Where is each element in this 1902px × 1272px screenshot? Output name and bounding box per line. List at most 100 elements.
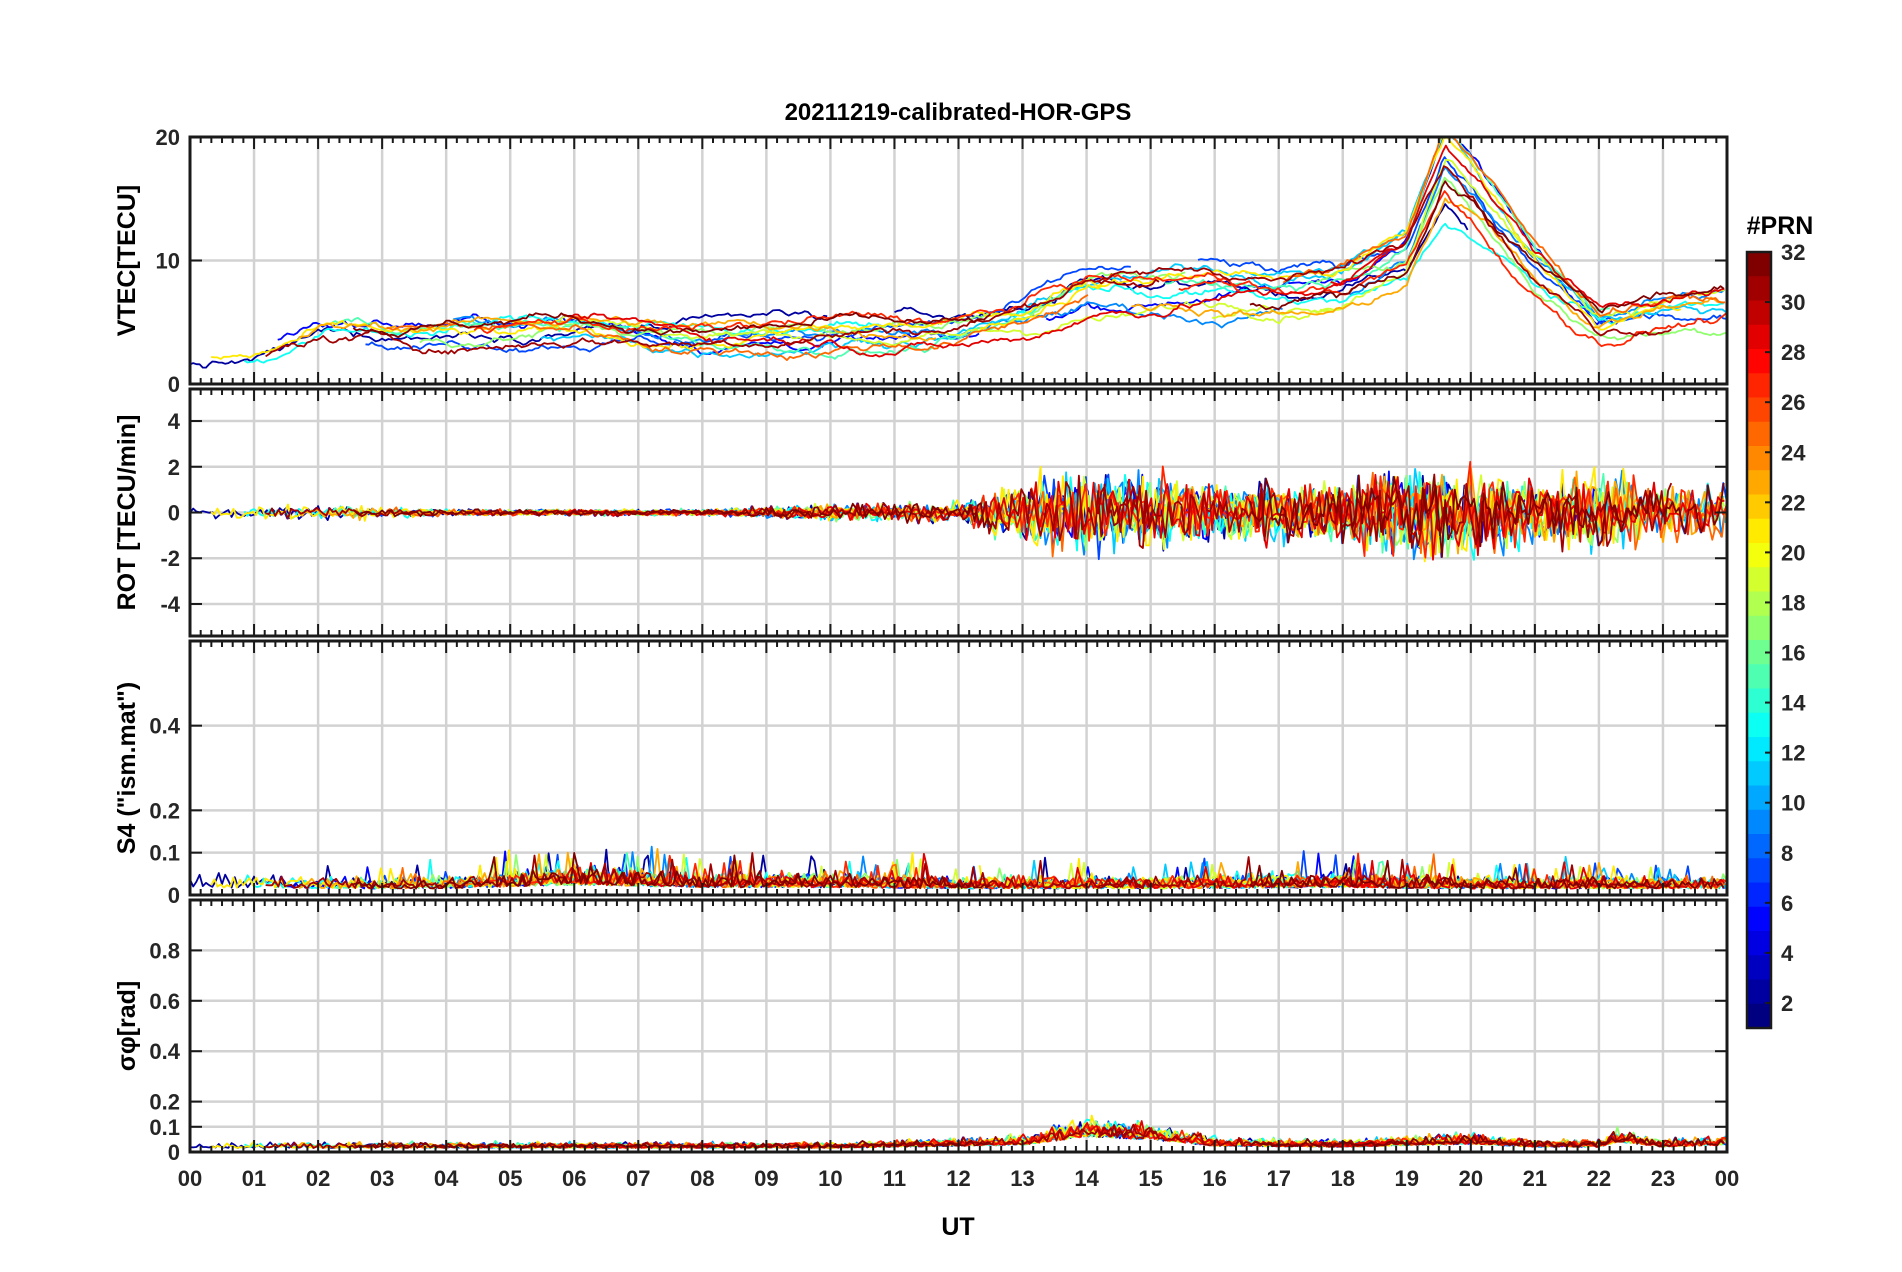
- x-tick-label: 01: [242, 1166, 266, 1191]
- colorbar-swatch: [1747, 421, 1771, 447]
- colorbar-swatch: [1747, 494, 1771, 520]
- x-tick-label: 15: [1138, 1166, 1162, 1191]
- x-tick-label: 08: [690, 1166, 714, 1191]
- x-tick-label: 16: [1202, 1166, 1226, 1191]
- colorbar-tick-label: 28: [1781, 340, 1805, 365]
- colorbar-tick-label: 6: [1781, 891, 1793, 916]
- series-prn-32: [352, 180, 1725, 339]
- panel-s4: 0 0.1 0.2 0.4 S4 ("ism.mat"): [113, 639, 1729, 908]
- colorbar-swatch: [1747, 446, 1771, 471]
- colorbar-tick-label: 18: [1781, 590, 1805, 615]
- y-axis-label: σφ[rad]: [113, 981, 141, 1072]
- colorbar-tick-label: 24: [1781, 440, 1806, 465]
- y-tick-label: 0.2: [149, 1090, 180, 1115]
- colorbar-swatch: [1747, 955, 1771, 981]
- colorbar-swatch: [1747, 834, 1771, 859]
- series-prn-11: [540, 137, 1727, 359]
- colorbar-tick-label: 16: [1781, 641, 1805, 666]
- x-tick-label: 00: [1715, 1166, 1739, 1191]
- x-tick-label: 23: [1651, 1166, 1675, 1191]
- y-tick-label: 0.2: [149, 798, 180, 823]
- x-tick-label: 20: [1459, 1166, 1483, 1191]
- colorbar-tick-label: 30: [1781, 290, 1805, 315]
- colorbar-swatch: [1747, 858, 1771, 884]
- y-tick-label: -4: [160, 592, 180, 617]
- colorbar-swatch: [1747, 1003, 1771, 1029]
- series-prn-31: [265, 165, 1672, 358]
- colorbar-tick-label: 12: [1781, 741, 1805, 766]
- colorbar-swatch: [1747, 349, 1771, 374]
- colorbar-frame: [1745, 250, 1773, 1030]
- x-tick-label: 21: [1523, 1166, 1547, 1191]
- x-tick-label: 22: [1587, 1166, 1611, 1191]
- colorbar-tick-label: 8: [1781, 841, 1793, 866]
- colorbar-swatch: [1747, 324, 1771, 350]
- colorbar-tick-label: 4: [1781, 941, 1794, 966]
- y-tick-label: 4: [168, 409, 181, 434]
- x-tick-label: 02: [306, 1166, 330, 1191]
- colorbar-swatch: [1747, 300, 1771, 326]
- colorbar-tick-label: 32: [1781, 240, 1805, 265]
- colorbar-swatch: [1747, 518, 1771, 544]
- y-tick-label: 20: [156, 125, 180, 150]
- colorbar-swatch: [1747, 591, 1771, 617]
- y-tick-label: -2: [160, 546, 180, 571]
- panel-sigma_phi: 00.10.2 0.4 0.6 0.8 σφ[rad]: [113, 898, 1729, 1165]
- series-prn-32: [353, 852, 1725, 890]
- y-axis-label: ROT [TECU/min]: [113, 415, 141, 611]
- colorbar-swatch: [1747, 761, 1771, 787]
- colorbar-swatch: [1747, 276, 1771, 302]
- x-tick-label: 11: [883, 1166, 906, 1191]
- y-tick-label: 0.4: [149, 1039, 180, 1064]
- colorbar-swatch: [1747, 712, 1771, 738]
- x-tick-label: 19: [1395, 1166, 1419, 1191]
- y-tick-label: 0.4: [149, 714, 180, 739]
- colorbar-swatch: [1747, 252, 1771, 277]
- colorbar-swatch: [1747, 567, 1771, 593]
- y-axis-label: VTEC[TECU]: [113, 185, 141, 336]
- colorbar-tick-label: 10: [1781, 791, 1805, 816]
- colorbar-swatch: [1747, 785, 1771, 811]
- colorbar-swatch: [1747, 737, 1771, 762]
- series-prn-29: [561, 852, 1726, 890]
- panel-rot: -4 -2 0 2 4 ROT [TECU/min]: [113, 387, 1729, 638]
- y-tick-label: 0.8: [149, 938, 180, 963]
- y-tick-label: 0: [168, 1140, 180, 1165]
- series-prn-32: [352, 1134, 1725, 1149]
- colorbar-swatch: [1747, 979, 1771, 1005]
- series-prn-29: [561, 144, 1725, 358]
- x-tick-label: 00: [178, 1166, 202, 1191]
- y-tick-label: 0.1: [149, 1115, 180, 1140]
- panel-vtec: 0 10 20 VTEC[TECU]: [113, 125, 1729, 397]
- x-tick-label: 18: [1331, 1166, 1355, 1191]
- y-tick-label: 0.1: [149, 841, 180, 866]
- colorbar-tick-label: 14: [1781, 691, 1806, 716]
- x-tick-label: 12: [946, 1166, 970, 1191]
- series-prn-32: [352, 474, 1725, 558]
- colorbar-tick-label: 2: [1781, 991, 1793, 1016]
- colorbar-swatch: [1747, 615, 1771, 641]
- x-tick-label: 06: [562, 1166, 586, 1191]
- series-group: [190, 137, 1727, 369]
- x-tick-label: 05: [498, 1166, 522, 1191]
- colorbar-tick-label: 22: [1781, 490, 1805, 515]
- x-axis-label: UT: [941, 1213, 974, 1241]
- x-tick-label: 03: [370, 1166, 394, 1191]
- colorbar-swatch: [1747, 470, 1771, 496]
- colorbar-swatch: [1747, 543, 1771, 568]
- series-prn-23: [298, 197, 1724, 342]
- y-tick-label: 10: [156, 249, 180, 274]
- colorbar-swatch: [1747, 931, 1771, 956]
- colorbar-swatch: [1747, 906, 1771, 932]
- series-group: [190, 1114, 1727, 1149]
- x-tick-label: 17: [1266, 1166, 1290, 1191]
- colorbar-title: #PRN: [1747, 212, 1814, 240]
- colorbar-swatch: [1747, 809, 1771, 835]
- y-tick-label: 2: [168, 455, 180, 480]
- y-tick-label: 0: [168, 372, 180, 397]
- x-tick-label: 09: [754, 1166, 778, 1191]
- colorbar-swatch: [1747, 664, 1771, 690]
- x-tick-label: 04: [434, 1166, 459, 1191]
